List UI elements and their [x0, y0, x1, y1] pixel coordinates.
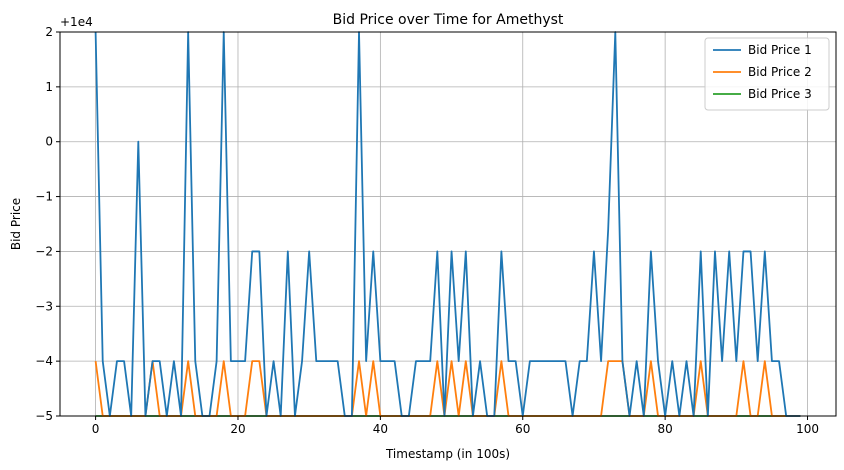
- y-tick-label: −2: [35, 244, 53, 258]
- x-tick-label: 100: [796, 422, 819, 436]
- y-axis-ticks: −5 −4 −3 −2 −1 0 1 2: [35, 25, 60, 423]
- legend-label-2: Bid Price 2: [748, 65, 812, 79]
- x-tick-label: 60: [515, 422, 530, 436]
- x-axis-ticks: 0 20 40 60 80 100: [92, 416, 819, 436]
- y-tick-label: −5: [35, 409, 53, 423]
- x-axis-label: Timestamp (in 100s): [385, 447, 510, 461]
- y-tick-label: −4: [35, 354, 53, 368]
- y-axis-label: Bid Price: [9, 198, 23, 250]
- y-offset-label: +1e4: [60, 15, 93, 29]
- chart-title: Bid Price over Time for Amethyst: [333, 12, 564, 28]
- x-tick-label: 80: [657, 422, 672, 436]
- y-tick-label: −3: [35, 299, 53, 313]
- x-tick-label: 0: [92, 422, 100, 436]
- legend: Bid Price 1 Bid Price 2 Bid Price 3: [704, 37, 830, 111]
- y-tick-label: −1: [35, 190, 53, 204]
- legend-label-1: Bid Price 1: [748, 43, 812, 57]
- y-tick-label: 2: [45, 25, 53, 39]
- y-tick-label: 1: [45, 80, 53, 94]
- plot-frame: [59, 31, 837, 417]
- legend-label-3: Bid Price 3: [748, 87, 812, 101]
- x-tick-label: 40: [373, 422, 388, 436]
- x-tick-label: 20: [230, 422, 245, 436]
- y-tick-label: 0: [45, 135, 53, 149]
- series-line-1: [94, 31, 801, 417]
- legend-box: [704, 37, 830, 111]
